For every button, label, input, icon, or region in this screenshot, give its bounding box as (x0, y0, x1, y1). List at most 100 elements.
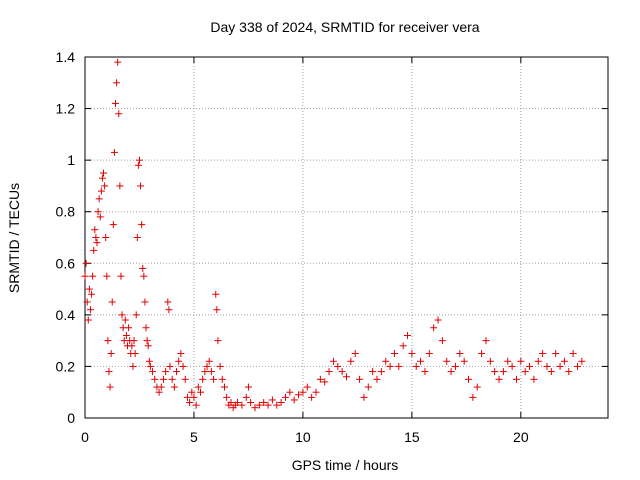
data-point (199, 375, 207, 383)
x-tick-label: 15 (404, 429, 420, 445)
data-point (255, 401, 263, 409)
data-point (110, 148, 118, 156)
chart-title: Day 338 of 2024, SRMTID for receiver ver… (210, 19, 479, 35)
data-point (390, 350, 398, 358)
plot-frame (84, 56, 609, 419)
data-point (338, 368, 346, 376)
data-point (530, 375, 538, 383)
data-point (343, 373, 350, 381)
data-point (181, 375, 189, 383)
data-point (421, 368, 429, 376)
data-point (321, 378, 329, 386)
data-point (399, 342, 407, 350)
data-point (526, 362, 534, 370)
y-tick-label: 0.8 (56, 204, 76, 220)
data-point (97, 187, 105, 195)
data-point (425, 350, 433, 358)
data-point (168, 375, 176, 383)
data-point (214, 337, 222, 345)
data-point (142, 324, 150, 332)
data-point (118, 311, 126, 319)
data-point (190, 393, 198, 401)
data-point (164, 298, 172, 306)
y-tick-label: 0.4 (56, 307, 76, 323)
data-point (316, 375, 324, 383)
data-point (102, 234, 110, 241)
data-point (404, 331, 412, 339)
data-point (382, 357, 390, 365)
data-point (408, 350, 416, 358)
data-point (434, 316, 442, 324)
data-point (212, 290, 220, 298)
data-point (121, 316, 129, 324)
data-point (159, 375, 167, 383)
data-point (260, 399, 268, 407)
data-point (170, 383, 178, 391)
data-point (223, 393, 231, 401)
data-point (103, 272, 111, 280)
data-point (88, 290, 96, 298)
data-point (264, 401, 272, 409)
data-point (244, 383, 252, 391)
data-point (207, 368, 215, 376)
data-point (173, 368, 181, 376)
data-point (83, 298, 91, 306)
data-point (312, 388, 320, 396)
y-axis-label: SRMTID / TECUs (6, 183, 22, 293)
data-point (98, 174, 106, 182)
y-tick-label: 1 (67, 152, 75, 168)
data-point (125, 324, 133, 332)
points (81, 58, 586, 412)
data-point (486, 357, 494, 365)
data-point (251, 404, 259, 412)
data-point (177, 350, 185, 358)
data-point (447, 368, 455, 376)
data-point (130, 337, 138, 345)
data-point (162, 368, 170, 376)
data-point (196, 388, 204, 396)
data-point (201, 368, 209, 376)
data-point (277, 399, 285, 407)
data-point (473, 383, 481, 391)
data-point (364, 383, 372, 391)
data-point (478, 350, 486, 358)
data-point (578, 357, 586, 365)
data-point (386, 362, 394, 370)
data-point (273, 401, 281, 409)
x-tick-label: 10 (295, 429, 311, 445)
data-point (138, 221, 146, 229)
data-point (175, 357, 183, 365)
data-point (412, 362, 420, 370)
data-point (430, 324, 438, 332)
data-point (369, 368, 377, 376)
data-point (90, 246, 98, 254)
data-point (238, 401, 246, 409)
data-point (417, 357, 425, 365)
data-point (210, 375, 218, 383)
data-point (547, 368, 555, 376)
data-point (113, 79, 121, 87)
data-point (186, 399, 194, 407)
data-point (499, 368, 507, 376)
data-point (504, 357, 512, 365)
data-point (129, 362, 137, 370)
data-point (334, 362, 342, 370)
data-point (539, 350, 547, 358)
data-point (143, 337, 151, 345)
data-point (81, 272, 89, 280)
data-point (107, 350, 115, 358)
data-point (329, 357, 337, 365)
tick-labels: 0 5 10 15 20 0 0.2 0.4 0.6 0.8 1 1.2 1.4 (56, 49, 529, 445)
data-point (146, 362, 154, 370)
data-point (106, 383, 114, 391)
data-point (89, 272, 97, 280)
data-point (216, 362, 224, 370)
data-point (556, 362, 564, 370)
data-point (325, 368, 333, 376)
data-point (512, 375, 520, 383)
data-point (456, 350, 464, 358)
x-axis-label: GPS time / hours (292, 457, 399, 473)
data-point (286, 388, 294, 396)
x-tick-label: 20 (513, 429, 529, 445)
data-point (534, 357, 542, 365)
